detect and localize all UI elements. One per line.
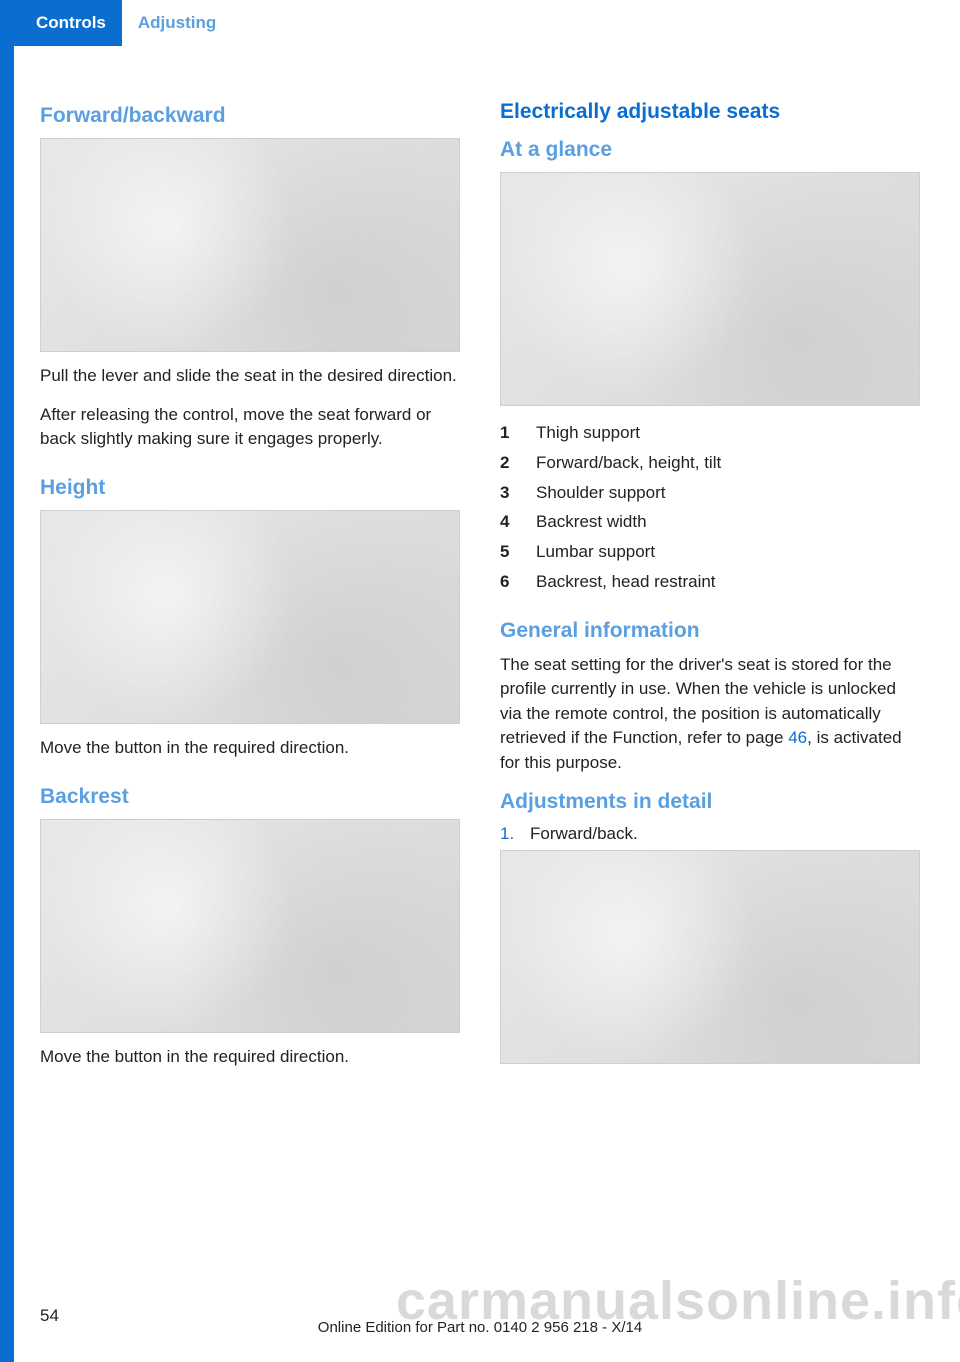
para-backrest-1: Move the button in the required directio… [40, 1045, 460, 1070]
heading-general-info: General information [500, 619, 920, 643]
list-text: Thigh support [536, 418, 640, 448]
illustration-at-a-glance [500, 172, 920, 406]
list-item: 5 Lumbar support [500, 537, 920, 567]
list-item: 6 Backrest, head restraint [500, 567, 920, 597]
left-stripe [0, 0, 14, 1362]
list-num: 3 [500, 478, 518, 508]
list-num: 4 [500, 507, 518, 537]
list-text: Backrest, head restraint [536, 567, 716, 597]
para-fb-1: Pull the lever and slide the seat in the… [40, 364, 460, 389]
section-forward-backward: Forward/backward Pull the lever and slid… [40, 104, 460, 452]
list-num: 1 [500, 418, 518, 448]
step-1-num: 1. [500, 824, 520, 844]
right-column: Electrically adjustable seats At a glanc… [500, 100, 920, 1292]
tab-controls: Controls [14, 0, 122, 46]
para-general-info: The seat setting for the driver's seat i… [500, 653, 920, 776]
heading-adjustments-detail: Adjustments in detail [500, 790, 920, 814]
heading-height: Height [40, 476, 460, 500]
list-text: Lumbar support [536, 537, 655, 567]
list-item: 3 Shoulder support [500, 478, 920, 508]
heading-backrest: Backrest [40, 785, 460, 809]
list-text: Backrest width [536, 507, 647, 537]
heading-at-a-glance: At a glance [500, 138, 920, 162]
step-1-text: Forward/back. [530, 824, 638, 844]
tab-adjusting: Adjusting [122, 1, 232, 45]
para-height-1: Move the button in the required directio… [40, 736, 460, 761]
illustration-backrest [40, 819, 460, 1033]
footer-edition: Online Edition for Part no. 0140 2 956 2… [0, 1319, 960, 1336]
list-num: 6 [500, 567, 518, 597]
step-1: 1. Forward/back. [500, 824, 920, 844]
illustration-forward-back-electric [500, 850, 920, 1064]
list-num: 2 [500, 448, 518, 478]
section-height: Height Move the button in the required d… [40, 476, 460, 761]
illustration-height [40, 510, 460, 724]
content-area: Forward/backward Pull the lever and slid… [40, 100, 920, 1292]
page-ref-link[interactable]: 46 [788, 728, 807, 747]
para-fb-2: After releasing the control, move the se… [40, 403, 460, 452]
heading-electric-seats: Electrically adjustable seats [500, 100, 920, 124]
list-item: 1 Thigh support [500, 418, 920, 448]
list-item: 4 Backrest width [500, 507, 920, 537]
glance-list: 1 Thigh support 2 Forward/back, height, … [500, 418, 920, 597]
list-text: Forward/back, height, tilt [536, 448, 721, 478]
list-item: 2 Forward/back, height, tilt [500, 448, 920, 478]
list-num: 5 [500, 537, 518, 567]
page-header: Controls Adjusting [14, 0, 960, 46]
left-column: Forward/backward Pull the lever and slid… [40, 100, 460, 1292]
heading-forward-backward: Forward/backward [40, 104, 460, 128]
section-backrest: Backrest Move the button in the required… [40, 785, 460, 1070]
illustration-forward-backward [40, 138, 460, 352]
list-text: Shoulder support [536, 478, 665, 508]
